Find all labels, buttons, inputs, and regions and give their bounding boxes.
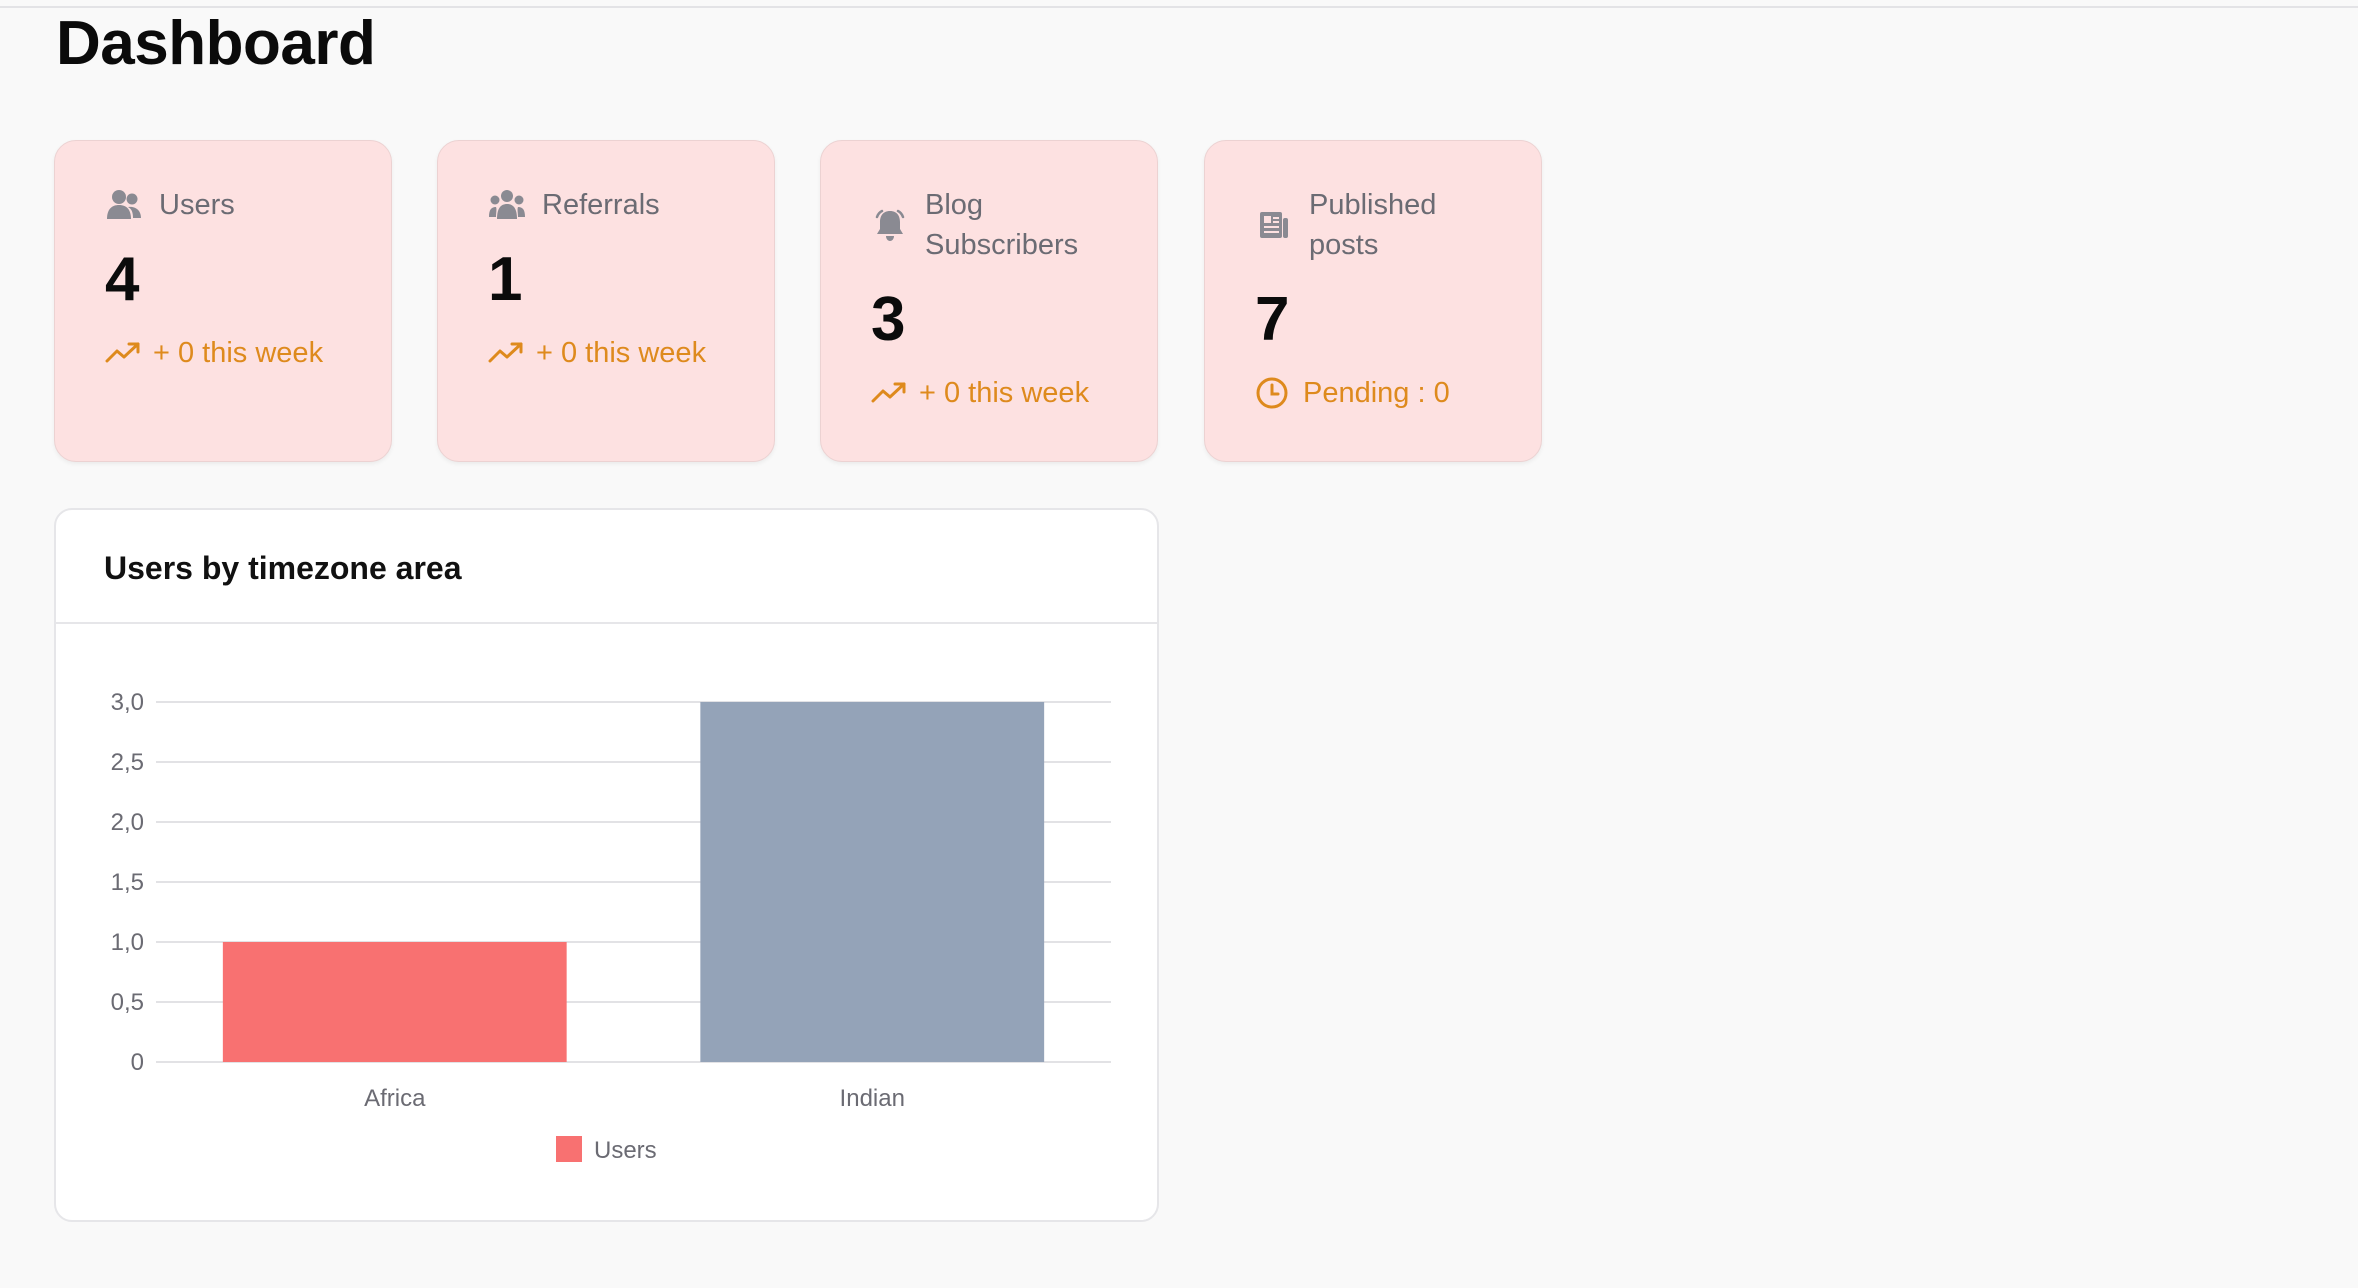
stat-value: 7 [1255,285,1290,354]
chart-card: Users by timezone area 0 0,5 1,0 1,5 2,0 2,5 3… [54,508,1159,1222]
chart-divider [56,622,1157,624]
chart-title: Users by timezone area [104,550,462,586]
stat-label: Published posts [1309,189,1437,261]
stat-value: 1 [488,245,523,314]
y-tick-label: 0,5 [111,989,144,1016]
y-tick-label: 0 [131,1049,144,1076]
referrals-icon [488,186,526,224]
x-category-label: Indian [840,1085,905,1112]
top-divider [0,6,2358,8]
stat-value: 3 [871,285,906,354]
clock-icon [1255,375,1291,411]
y-tick-label: 3,0 [111,689,144,716]
stat-trend: + 0 this week [871,373,1089,413]
stat-pending: Pending : 0 [1255,373,1450,413]
stat-label: Blog Subscribers [925,189,1079,261]
stat-pending-text: Pending : 0 [1303,377,1450,409]
bar-africa [222,942,567,1062]
stat-trend-text: + 0 this week [919,377,1090,409]
y-tick-label: 1,5 [111,869,144,896]
stat-label: Users [159,189,235,221]
stat-card-blog-subscribers[interactable]: Blog Subscribers 3 + 0 this week [820,140,1158,462]
stat-label: Referrals [542,189,660,221]
y-tick-label: 1,0 [111,929,144,956]
stat-trend: + 0 this week [488,333,706,373]
legend-swatch [556,1136,582,1162]
bar-chart: 0 0,5 1,0 1,5 2,0 2,5 3,0 Africa Indian Users [111,689,1111,1164]
stat-trend: + 0 this week [105,333,323,373]
trending-up-icon [488,335,524,371]
legend-label: Users [594,1137,657,1164]
stat-value: 4 [105,245,140,314]
page-title: Dashboard [56,9,376,78]
stat-trend-text: + 0 this week [536,337,707,369]
bell-icon [871,206,909,244]
bar-indian [700,702,1045,1062]
stat-card-users[interactable]: Users 4 + 0 this week [54,140,392,462]
stat-trend-text: + 0 this week [153,337,324,369]
trending-up-icon [871,375,907,411]
stat-card-published-posts[interactable]: Published posts 7 Pending : 0 [1204,140,1542,462]
newspaper-icon [1255,206,1293,244]
users-icon [105,186,143,224]
y-tick-label: 2,0 [111,809,144,836]
y-tick-label: 2,5 [111,749,144,776]
trending-up-icon [105,335,141,371]
x-category-label: Africa [364,1085,426,1112]
stat-card-referrals[interactable]: Referrals 1 + 0 this week [437,140,775,462]
